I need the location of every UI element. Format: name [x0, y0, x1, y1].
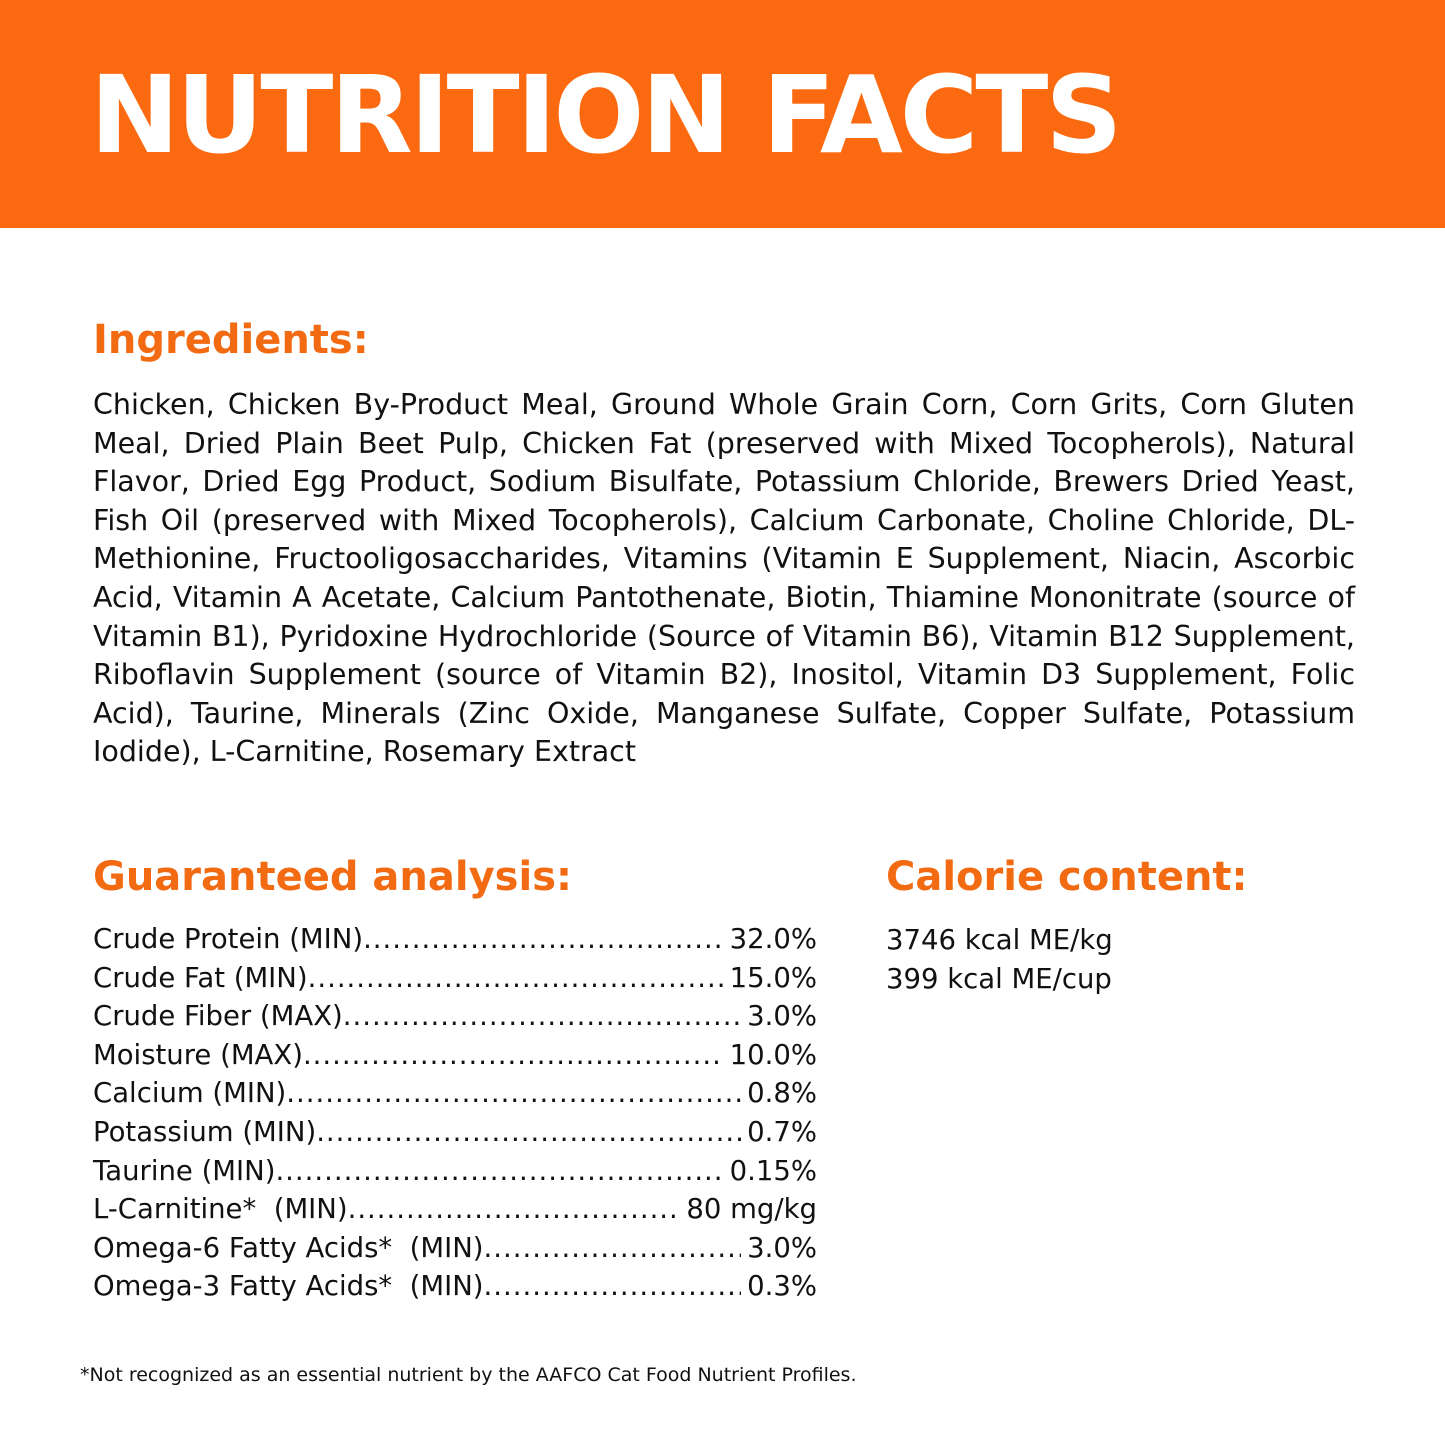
analysis-value: 32.0%	[729, 923, 817, 955]
calorie-per-kg: 3746 kcal ME/kg	[886, 924, 1113, 956]
analysis-row-potassium: Potassium (MIN) 0.7%	[93, 1113, 817, 1152]
dot-leader	[303, 1036, 724, 1075]
analysis-value: 0.7%	[747, 1115, 817, 1148]
analysis-label: Crude Protein (MIN)	[93, 923, 364, 955]
analysis-row-crude-protein: Crude Protein (MIN) 32.0%	[93, 920, 817, 959]
ingredients-heading: Ingredients:	[93, 317, 369, 363]
dot-leader	[484, 1267, 742, 1306]
analysis-row-taurine: Taurine (MIN) 0.15%	[93, 1152, 817, 1191]
analysis-label: Moisture (MAX)	[93, 1038, 303, 1071]
dot-leader	[286, 1074, 741, 1113]
calorie-content-heading: Calorie content:	[886, 854, 1248, 900]
analysis-value: 3.0%	[747, 1231, 817, 1264]
calorie-per-cup: 399 kcal ME/cup	[886, 962, 1112, 995]
analysis-value: 80 mg/kg	[686, 1193, 817, 1226]
footnote: *Not recognized as an essential nutrient…	[80, 1364, 857, 1386]
analysis-value: 0.8%	[747, 1077, 817, 1110]
dot-leader	[343, 997, 741, 1036]
analysis-row-crude-fiber: Crude Fiber (MAX) 3.0%	[93, 997, 817, 1036]
dot-leader	[348, 1190, 681, 1229]
guaranteed-analysis-heading: Guaranteed analysis:	[93, 854, 573, 900]
analysis-label: Potassium (MIN)	[93, 1115, 317, 1148]
analysis-row-omega-6: Omega-6 Fatty Acids* (MIN) 3.0%	[93, 1229, 817, 1268]
analysis-label: Crude Fiber (MAX)	[93, 1000, 343, 1033]
dot-leader	[363, 920, 724, 959]
guaranteed-analysis-list: Crude Protein (MIN) 32.0% Crude Fat (MIN…	[93, 920, 817, 1306]
analysis-value: 10.0%	[729, 1038, 817, 1071]
analysis-label: Omega-3 Fatty Acids* (MIN)	[93, 1270, 484, 1303]
dot-leader	[275, 1152, 723, 1191]
dot-leader	[308, 959, 724, 998]
analysis-value: 15.0%	[729, 961, 817, 994]
dot-leader	[484, 1229, 742, 1268]
analysis-row-omega-3: Omega-3 Fatty Acids* (MIN) 0.3%	[93, 1267, 817, 1306]
analysis-label: L-Carnitine* (MIN)	[93, 1193, 348, 1226]
analysis-row-l-carnitine: L-Carnitine* (MIN) 80 mg/kg	[93, 1190, 817, 1229]
analysis-value: 0.3%	[747, 1270, 817, 1303]
calorie-content-list: 3746 kcal ME/kg 399 kcal ME/cup	[886, 921, 1113, 998]
analysis-value: 0.15%	[729, 1154, 817, 1187]
analysis-row-calcium: Calcium (MIN) 0.8%	[93, 1074, 817, 1113]
analysis-row-moisture: Moisture (MAX) 10.0%	[93, 1036, 817, 1075]
header-banner: NUTRITION FACTS	[0, 0, 1445, 228]
dot-leader	[316, 1113, 741, 1152]
page-title: NUTRITION FACTS	[90, 54, 1122, 178]
analysis-label: Calcium (MIN)	[93, 1077, 287, 1110]
analysis-value: 3.0%	[747, 1000, 817, 1033]
analysis-label: Crude Fat (MIN)	[93, 961, 308, 994]
ingredients-text: Chicken, Chicken By-Product Meal, Ground…	[93, 388, 1355, 769]
analysis-label: Taurine (MIN)	[93, 1154, 276, 1187]
analysis-row-crude-fat: Crude Fat (MIN) 15.0%	[93, 959, 817, 998]
analysis-label: Omega-6 Fatty Acids* (MIN)	[93, 1231, 484, 1264]
